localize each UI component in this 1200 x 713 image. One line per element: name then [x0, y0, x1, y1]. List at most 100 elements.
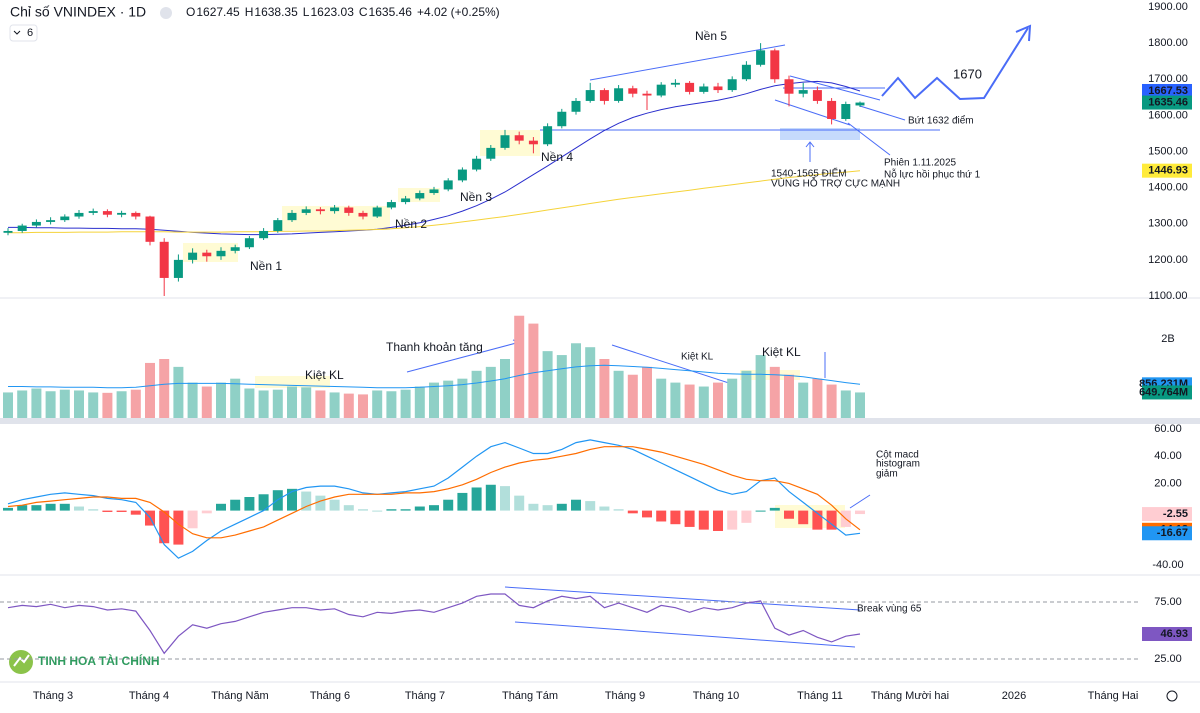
macd-histogram	[173, 510, 184, 545]
candle-body	[17, 225, 27, 231]
ohlc-letter: C	[359, 5, 368, 19]
y-tick-label: 20.00	[1154, 477, 1182, 489]
candle-body	[486, 147, 496, 159]
candle-body	[429, 189, 439, 194]
volume-bar	[244, 388, 255, 418]
candle-body	[358, 212, 368, 217]
volume-bar	[471, 370, 482, 418]
candle-body	[756, 50, 766, 65]
candle-body	[457, 169, 467, 181]
line	[7, 446, 861, 539]
macd-histogram	[784, 510, 794, 519]
volume-bar	[627, 374, 638, 418]
line	[7, 439, 861, 559]
macd-histogram	[528, 503, 539, 511]
macd-histogram	[244, 497, 255, 511]
volume-bar	[443, 380, 454, 418]
settings-button[interactable]	[1166, 690, 1178, 702]
candle-body	[628, 88, 638, 94]
indicator-toggle[interactable]	[9, 24, 38, 42]
volume-bar	[329, 392, 340, 418]
ohlc-value: 1627.45	[196, 5, 240, 19]
annotation: Phiên 1.11.2025	[884, 158, 957, 169]
macd-histogram	[443, 499, 454, 511]
volume-bar	[500, 359, 510, 418]
candle-body	[301, 209, 311, 213]
annotation: Nền 5	[695, 29, 727, 43]
candle-body	[273, 220, 283, 231]
ohlc-change: +4.02 (+0.25%)	[417, 5, 500, 19]
volume-bar	[145, 362, 155, 418]
macd-histogram	[315, 495, 326, 511]
trend-line	[406, 341, 521, 373]
candle-body	[102, 211, 112, 215]
x-tick-label: Tháng 7	[405, 690, 445, 702]
macd-histogram	[585, 501, 596, 511]
menu-button[interactable]	[160, 7, 172, 19]
x-tick-label: Tháng Mười hai	[871, 690, 949, 702]
macd-histogram	[556, 503, 567, 511]
macd-histogram	[216, 503, 226, 511]
candle-body	[713, 86, 723, 91]
candle-body	[727, 79, 737, 91]
annotation: Bứt 1632 điểm	[908, 115, 974, 127]
macd-histogram	[656, 510, 667, 522]
x-tick-label: Tháng 9	[605, 690, 645, 702]
volume-bar	[585, 347, 596, 418]
annotation: 1670	[953, 66, 982, 81]
candle-body	[88, 211, 98, 213]
candle-body	[784, 79, 794, 94]
macd-histogram	[59, 503, 70, 511]
logo-mark	[13, 654, 30, 667]
candle-body	[514, 135, 524, 141]
symbol-title: Chỉ số VNINDEX · 1D	[10, 4, 146, 20]
x-tick-label: Tháng 11	[797, 690, 843, 702]
macd-histogram	[400, 509, 411, 511]
y-tick-label: 75.00	[1154, 596, 1182, 608]
value-tag-label: 46.93	[1160, 628, 1188, 640]
volume-bar	[230, 378, 241, 418]
candle-body	[699, 86, 709, 92]
volume-bar	[45, 391, 56, 418]
macd-histogram	[187, 510, 198, 529]
candle-body	[827, 100, 837, 119]
ohlc-letter: L	[303, 5, 310, 19]
volume-bar	[542, 351, 553, 418]
candle-body	[656, 84, 666, 96]
macd-histogram	[698, 510, 709, 530]
volume-bar	[17, 390, 28, 418]
volume-bar	[358, 394, 368, 418]
annotation: Nền 1	[250, 259, 282, 273]
candle-body	[670, 82, 680, 85]
logo-icon	[9, 650, 33, 674]
macd-histogram	[500, 486, 510, 511]
ohlc-value: 1635.46	[369, 5, 413, 19]
candle-body	[3, 230, 13, 233]
x-tick-label: Tháng 6	[310, 690, 350, 702]
volume-bar	[556, 355, 567, 418]
volume-bar	[599, 359, 610, 418]
volume-bar	[485, 366, 496, 418]
candle-body	[841, 104, 851, 119]
volume-bar	[400, 389, 411, 418]
indicator-count: 6	[27, 27, 33, 39]
value-tag	[1142, 385, 1192, 400]
support-zone	[780, 128, 860, 140]
candle-body	[60, 216, 70, 221]
y-tick-label: 1600.00	[1148, 109, 1188, 121]
annotation: Nền 4	[541, 150, 573, 164]
annotation: Nền 2	[395, 217, 427, 231]
macd-histogram	[826, 510, 837, 530]
ohlc-letter: H	[245, 5, 254, 19]
candle-body	[798, 90, 808, 94]
macd-histogram	[798, 510, 809, 525]
macd-histogram	[485, 484, 496, 511]
candle-body	[571, 100, 581, 112]
candle-body	[31, 221, 41, 226]
macd-histogram	[471, 487, 482, 511]
macd-histogram	[343, 505, 354, 511]
value-tag-label: 1635.46	[1148, 96, 1188, 108]
candle-body	[216, 250, 226, 257]
macd-histogram	[812, 510, 823, 530]
y-tick-label: 1300.00	[1148, 218, 1188, 230]
